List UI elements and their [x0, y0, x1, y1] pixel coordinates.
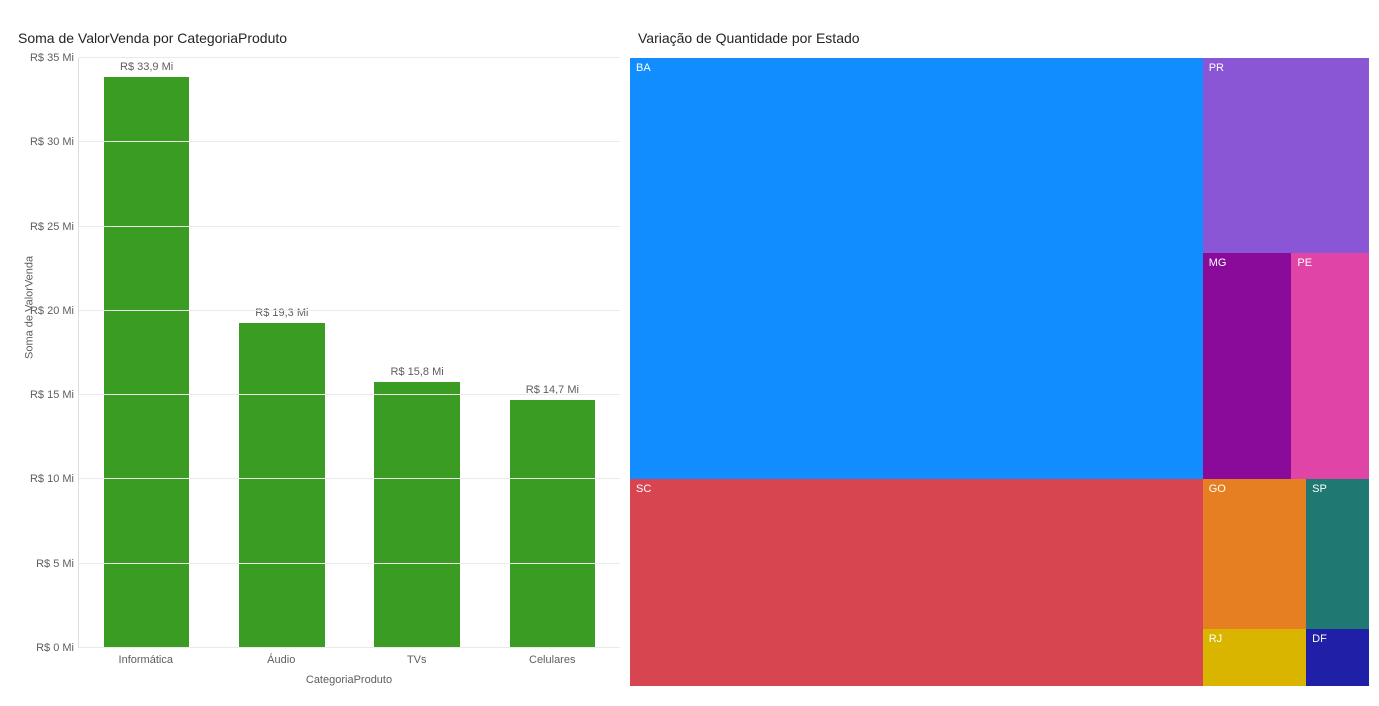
grid-line: [79, 57, 620, 58]
bar-chart-title: Soma de ValorVenda por CategoriaProduto: [10, 30, 620, 46]
bars-container: R$ 33,9 Mi R$ 19,3 Mi R$ 15,8 Mi R$ 14,7 Mi: [79, 58, 620, 648]
bar-group[interactable]: R$ 19,3 Mi: [222, 58, 341, 648]
grid-line: [79, 478, 620, 479]
bar-group[interactable]: R$ 33,9 Mi: [87, 58, 206, 648]
x-tick-label: TVs: [357, 654, 476, 666]
y-tick-label: R$ 25 Mi: [30, 221, 74, 233]
x-tick-label: Informática: [86, 654, 205, 666]
treemap-rect[interactable]: SC: [630, 479, 1203, 686]
treemap-rect[interactable]: SP: [1306, 479, 1369, 630]
y-tick-label: R$ 35 Mi: [30, 52, 74, 64]
bar-chart-area[interactable]: Soma de ValorVenda R$ 0 MiR$ 5 MiR$ 10 M…: [10, 58, 620, 648]
y-tick-label: R$ 20 Mi: [30, 305, 74, 317]
x-tick-label: Áudio: [222, 654, 341, 666]
grid-line: [79, 141, 620, 142]
y-tick-label: R$ 0 Mi: [36, 642, 74, 654]
x-axis-label: CategoriaProduto: [10, 674, 620, 686]
bar-value-label: R$ 19,3 Mi: [255, 307, 308, 319]
treemap-rect[interactable]: PE: [1291, 253, 1369, 479]
grid-line: [79, 647, 620, 648]
bar-rect[interactable]: [510, 400, 596, 648]
grid-line: [79, 310, 620, 311]
y-axis: Soma de ValorVenda R$ 0 MiR$ 5 MiR$ 10 M…: [10, 58, 78, 648]
bar-rect[interactable]: [239, 323, 325, 648]
treemap-area[interactable]: BASC PRMGPEGOSPRJDF: [630, 58, 1369, 686]
treemap-panel: Variação de Quantidade por Estado BASC PR…: [630, 30, 1369, 686]
grid-line: [79, 563, 620, 564]
bar-group[interactable]: R$ 14,7 Mi: [493, 58, 612, 648]
treemap-title: Variação de Quantidade por Estado: [630, 30, 1369, 46]
x-axis: Informática Áudio TVs Celulares: [10, 654, 620, 666]
treemap-rect[interactable]: PR: [1203, 58, 1369, 253]
bar-group[interactable]: R$ 15,8 Mi: [358, 58, 477, 648]
bar-plot-area: R$ 33,9 Mi R$ 19,3 Mi R$ 15,8 Mi R$ 14,7 Mi: [78, 58, 620, 648]
grid-line: [79, 394, 620, 395]
bar-chart-panel: Soma de ValorVenda por CategoriaProduto …: [10, 30, 620, 686]
bar-rect[interactable]: [374, 382, 460, 648]
treemap-rect[interactable]: BA: [630, 58, 1203, 479]
y-tick-label: R$ 30 Mi: [30, 136, 74, 148]
x-tick-label: Celulares: [493, 654, 612, 666]
y-tick-label: R$ 10 Mi: [30, 473, 74, 485]
grid-line: [79, 226, 620, 227]
bar-value-label: R$ 33,9 Mi: [120, 61, 173, 73]
treemap-rect[interactable]: RJ: [1203, 629, 1306, 686]
treemap-rect[interactable]: MG: [1203, 253, 1292, 479]
y-ticks: R$ 0 MiR$ 5 MiR$ 10 MiR$ 15 MiR$ 20 MiR$…: [10, 58, 78, 648]
y-tick-label: R$ 15 Mi: [30, 389, 74, 401]
bar-value-label: R$ 15,8 Mi: [391, 366, 444, 378]
treemap-rect[interactable]: GO: [1203, 479, 1306, 630]
treemap-rect[interactable]: DF: [1306, 629, 1369, 686]
y-tick-label: R$ 5 Mi: [36, 558, 74, 570]
